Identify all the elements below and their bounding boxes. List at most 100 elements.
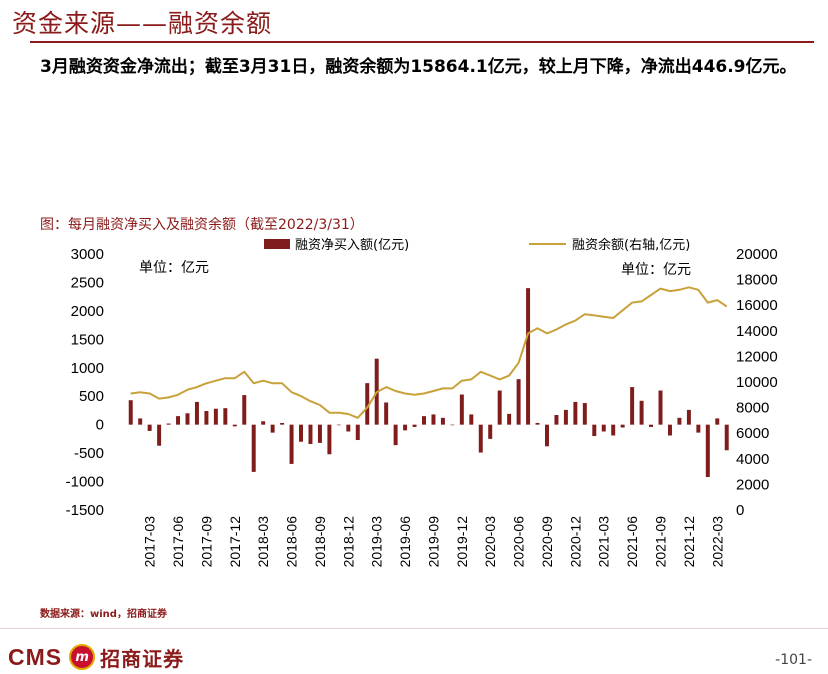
- left-unit-label: 单位：亿元: [139, 260, 209, 276]
- bar: [516, 379, 521, 425]
- right-tick-label: 0: [736, 502, 744, 519]
- bar: [592, 424, 597, 437]
- x-tick-label: 2018-06: [284, 516, 300, 568]
- bar: [440, 417, 445, 425]
- left-tick-label: -1500: [66, 502, 104, 519]
- bar: [242, 395, 247, 425]
- left-tick-label: -500: [74, 445, 104, 462]
- bar: [299, 424, 304, 442]
- summary-text: 3月融资资金净流出；截至3月31日，融资余额为15864.1亿元，较上月下降，净…: [40, 57, 797, 77]
- bar: [715, 418, 720, 425]
- footer-divider: [0, 628, 828, 629]
- bar: [544, 424, 549, 447]
- left-tick-label: -1000: [66, 474, 104, 491]
- x-tick-label: 2017-09: [198, 516, 214, 568]
- bar: [384, 402, 389, 425]
- logo-badge-icon: m: [69, 644, 96, 670]
- bar: [696, 424, 701, 433]
- bar: [138, 418, 143, 425]
- right-tick-label: 20000: [736, 246, 778, 263]
- legend-bar-swatch: [264, 239, 290, 249]
- x-tick-label: 2017-06: [170, 516, 186, 568]
- legend-line-label: 融资余额(右轴,亿元): [572, 237, 690, 253]
- bar: [497, 390, 502, 425]
- bar-series: [128, 288, 729, 478]
- bar: [469, 414, 474, 425]
- right-tick-label: 6000: [736, 425, 769, 442]
- x-tick-label: 2021-03: [596, 516, 612, 568]
- bar: [194, 401, 199, 425]
- source-note: 数据来源：wind，招商证券: [40, 609, 167, 620]
- bar: [308, 424, 313, 445]
- x-tick-label: 2022-03: [709, 516, 725, 568]
- bar: [573, 401, 578, 425]
- chart-title: 图：每月融资净买入及融资余额（截至2022/3/31）: [40, 217, 364, 233]
- right-tick-label: 8000: [736, 400, 769, 417]
- x-tick-label: 2019-09: [425, 516, 441, 568]
- x-tick-label: 2018-03: [255, 516, 271, 568]
- left-axis: 3000 2500 2000 1500 1000 500 0 -500 -1000 -1500: [66, 246, 104, 519]
- bar: [157, 424, 162, 446]
- right-tick-label: 12000: [736, 348, 778, 365]
- right-tick-label: 4000: [736, 451, 769, 468]
- right-axis: 2000018000160001400012000100008000600040…: [736, 246, 778, 519]
- right-tick-label: 2000: [736, 476, 769, 493]
- x-tick-label: 2017-03: [142, 516, 158, 568]
- bar: [280, 422, 285, 425]
- logo-text: CMS: [8, 643, 63, 670]
- bar: [488, 424, 493, 439]
- page-title: 资金来源——融资余额: [12, 9, 273, 38]
- legend-bar-label: 融资净买入额(亿元): [295, 238, 409, 253]
- bar: [176, 416, 181, 425]
- x-tick-label: 2021-12: [681, 516, 697, 568]
- bar: [630, 387, 635, 425]
- bar: [478, 424, 483, 453]
- left-tick-label: 1500: [71, 331, 104, 348]
- bar: [232, 424, 237, 427]
- bar: [336, 424, 341, 426]
- bar: [450, 424, 455, 426]
- page-number: -101-: [775, 652, 812, 668]
- bar: [223, 408, 228, 425]
- bar: [128, 400, 133, 425]
- x-tick-label: 2020-09: [539, 516, 555, 568]
- x-tick-label: 2017-12: [227, 516, 243, 568]
- x-tick-label: 2021-06: [624, 516, 640, 568]
- left-tick-label: 1000: [71, 360, 104, 377]
- bar: [431, 414, 436, 425]
- bar: [365, 383, 370, 425]
- bar: [459, 394, 464, 425]
- right-tick-label: 18000: [736, 272, 778, 289]
- bar: [204, 411, 209, 425]
- bar: [327, 424, 332, 455]
- bar: [185, 413, 190, 425]
- chart-legend: 融资净买入额(亿元) 融资余额(右轴,亿元): [264, 237, 690, 253]
- bar: [270, 424, 275, 433]
- bar: [677, 417, 682, 425]
- x-tick-label: 2018-09: [312, 516, 328, 568]
- bar: [213, 408, 218, 425]
- company-logo: CMS m 招商证券: [8, 640, 184, 674]
- bar: [649, 424, 654, 427]
- bar: [166, 423, 171, 425]
- bar: [507, 413, 512, 425]
- bar: [412, 424, 417, 427]
- bar: [289, 424, 294, 464]
- line-path: [130, 286, 728, 419]
- bar: [639, 400, 644, 425]
- x-tick-label: 2019-03: [369, 516, 385, 568]
- right-unit-label: 单位：亿元: [621, 262, 691, 278]
- right-tick-label: 16000: [736, 297, 778, 314]
- bar: [582, 403, 587, 425]
- bar: [317, 424, 322, 443]
- left-tick-label: 0: [96, 417, 104, 434]
- x-tick-label: 2020-12: [567, 516, 583, 568]
- bar: [251, 424, 256, 472]
- bar: [667, 424, 672, 436]
- left-tick-label: 3000: [71, 246, 104, 263]
- x-axis: 2017-03 2017-06 2017-09 2017-12 2018-03 2018-…: [142, 516, 726, 568]
- bar: [403, 424, 408, 431]
- logo-name: 招商证券: [100, 646, 185, 671]
- bar: [147, 424, 152, 431]
